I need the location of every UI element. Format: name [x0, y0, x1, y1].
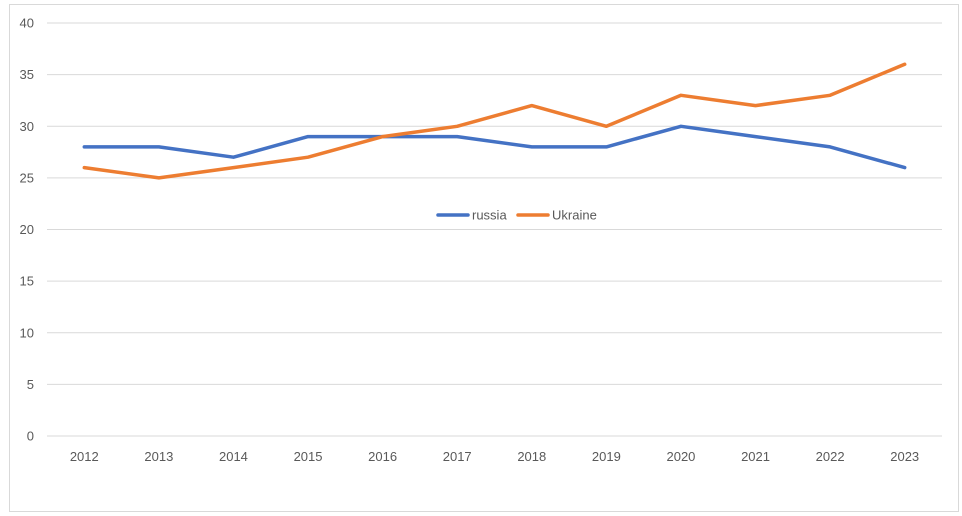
series-lines	[82, 62, 907, 180]
x-tick-label: 2021	[741, 449, 770, 464]
x-tick-label: 2023	[890, 449, 919, 464]
x-tick-label: 2017	[443, 449, 472, 464]
y-tick-label: 40	[20, 16, 34, 31]
legend-label-russia: russia	[472, 208, 507, 223]
x-tick-label: 2013	[144, 449, 173, 464]
x-tick-label: 2022	[816, 449, 845, 464]
x-tick-label: 2020	[666, 449, 695, 464]
y-tick-label: 15	[20, 274, 34, 289]
x-tick-label: 2016	[368, 449, 397, 464]
series-line-ukraine	[82, 62, 907, 180]
x-tick-label: 2012	[70, 449, 99, 464]
y-tick-label: 35	[20, 67, 34, 82]
y-tick-label: 10	[20, 325, 34, 340]
y-tick-label: 30	[20, 119, 34, 134]
legend: russia Ukraine	[436, 208, 597, 223]
x-axis-tick-labels: 2012 2013 2014 2015 2016 2017 2018 2019 2020 2021…	[70, 449, 919, 464]
series-line-russia	[82, 124, 907, 170]
y-axis-tick-labels: 0 5 10 15 20 25 30 35 40	[20, 16, 34, 444]
y-tick-label: 20	[20, 222, 34, 237]
y-tick-label: 5	[27, 377, 34, 392]
y-tick-label: 25	[20, 170, 34, 185]
x-tick-label: 2019	[592, 449, 621, 464]
chart-frame	[9, 4, 959, 512]
x-tick-label: 2014	[219, 449, 248, 464]
x-tick-label: 2018	[517, 449, 546, 464]
gridlines	[47, 22, 942, 437]
y-tick-label: 0	[27, 429, 34, 444]
legend-label-ukraine: Ukraine	[552, 208, 597, 223]
x-tick-label: 2015	[294, 449, 323, 464]
